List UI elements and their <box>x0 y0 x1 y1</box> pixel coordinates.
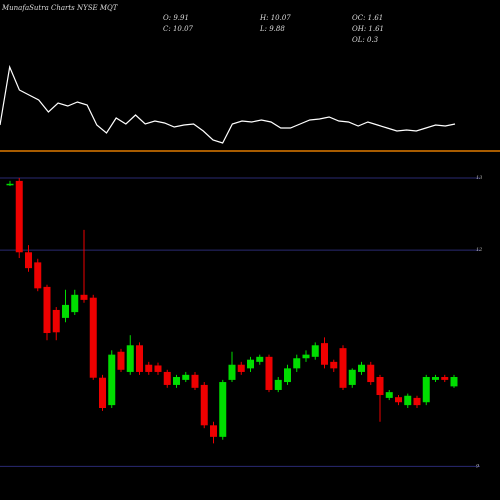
candle-body <box>25 252 32 269</box>
stat: H: 10.07 <box>259 14 291 22</box>
stat: OH: 1.61 <box>352 25 384 33</box>
candle-body <box>43 286 51 334</box>
stat: O: 9.91 <box>163 14 189 22</box>
candle-body <box>395 397 402 403</box>
candle-body <box>34 262 42 289</box>
candle-body <box>237 364 245 372</box>
candle-body <box>422 377 430 403</box>
candle-body <box>163 371 171 385</box>
candle-body <box>274 379 282 390</box>
candle-body <box>404 395 412 406</box>
candle-body <box>15 180 23 253</box>
candle-body <box>182 374 190 380</box>
candle-body <box>293 358 301 369</box>
candle-body <box>302 354 310 359</box>
y-tick-label: 12 <box>476 247 482 253</box>
candle-body <box>117 351 125 370</box>
candle-body <box>413 397 421 406</box>
candle-body <box>80 294 88 300</box>
chart-title: MunafaSutra Charts NYSE MQT <box>1 4 119 12</box>
candle-body <box>441 377 449 380</box>
candle-body <box>126 345 134 372</box>
candle-body <box>330 361 338 369</box>
candle-body <box>52 309 60 333</box>
y-tick-label: 13 <box>476 175 482 181</box>
candle-body <box>173 377 180 385</box>
stat: OL: 0.3 <box>352 36 379 44</box>
candle-body <box>219 382 227 437</box>
candle-body <box>311 345 319 357</box>
candle-body <box>228 364 236 380</box>
candle-body <box>265 356 273 390</box>
candle-body <box>432 377 439 380</box>
candle-body <box>385 392 393 398</box>
candle-body <box>367 364 375 383</box>
candle-body <box>62 304 69 318</box>
candle-body <box>321 343 328 365</box>
stat: OC: 1.61 <box>352 14 383 22</box>
candle-body <box>256 356 264 362</box>
candle-body <box>71 294 79 313</box>
line-series <box>0 64 456 144</box>
candle-body <box>339 348 347 388</box>
candle-body <box>89 297 97 378</box>
candle-body <box>348 369 356 385</box>
candle-body <box>154 365 162 372</box>
candle-body <box>210 425 217 437</box>
candle-body <box>145 364 153 372</box>
stat: L: 9.88 <box>259 25 285 33</box>
candle-body <box>99 377 106 408</box>
candle-body <box>358 364 365 372</box>
candle-body <box>450 377 458 387</box>
candle-body <box>191 374 199 388</box>
candle-body <box>200 384 208 426</box>
stat: C: 10.07 <box>163 25 194 33</box>
candle-body <box>6 183 14 186</box>
candle-body <box>108 354 116 406</box>
candle-body <box>284 368 291 383</box>
y-tick-label: 9 <box>476 463 480 469</box>
candle-body <box>136 345 143 372</box>
candle-body <box>247 359 254 369</box>
candle-body <box>376 377 384 396</box>
